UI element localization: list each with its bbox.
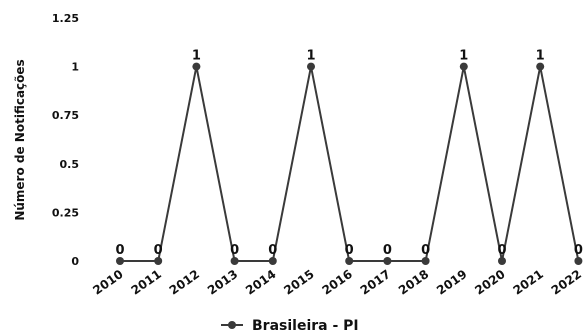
data-label: 1 (306, 49, 315, 64)
data-point (230, 257, 239, 265)
x-tick-label: 2019 (434, 267, 469, 298)
series-layer (116, 62, 583, 265)
data-point (383, 257, 392, 265)
data-point (536, 62, 545, 71)
x-tick-label: 2022 (549, 267, 583, 298)
data-point (192, 62, 201, 71)
data-point (498, 257, 506, 265)
data-label: 0 (497, 243, 506, 258)
x-tick-label: 2010 (90, 267, 125, 298)
y-tick-labels: 0 0.25 0.5 0.75 1 1.25 (52, 12, 79, 268)
y-axis-label: Número de Notificações (13, 59, 27, 220)
data-label: 0 (421, 243, 430, 258)
x-tick-label: 2020 (472, 267, 507, 298)
x-tick-label: 2017 (358, 267, 393, 298)
data-point (574, 257, 583, 265)
x-tick-labels: 2010 2011 2012 2013 2014 2015 2016 2017 2018 2019… (90, 267, 583, 298)
data-point (268, 257, 277, 265)
data-label: 1 (459, 49, 468, 64)
data-labels: 0 0 1 0 0 1 0 0 0 1 0 1 0 (115, 49, 582, 258)
data-label: 0 (574, 243, 583, 258)
legend-label: Brasileira - PI (252, 318, 359, 333)
y-tick-label: 0.5 (60, 158, 80, 171)
x-tick-label: 2011 (129, 267, 164, 298)
data-label: 0 (154, 243, 163, 258)
x-tick-label: 2018 (396, 267, 431, 298)
y-tick-label: 0.75 (52, 109, 79, 122)
data-point (421, 257, 430, 265)
x-tick-label: 2014 (243, 267, 278, 298)
data-label: 0 (115, 243, 124, 258)
legend-marker (228, 321, 236, 329)
data-point (154, 257, 163, 265)
x-tick-label: 2015 (281, 267, 316, 298)
y-tick-label: 1.25 (52, 12, 79, 25)
x-tick-label: 2013 (205, 267, 240, 298)
y-tick-label: 0 (71, 255, 79, 268)
data-point (307, 62, 315, 71)
data-label: 0 (383, 243, 392, 258)
data-label: 1 (192, 49, 201, 64)
series-line (120, 66, 580, 262)
data-label: 0 (230, 243, 239, 258)
data-label: 0 (268, 243, 277, 258)
data-label: 0 (345, 243, 354, 258)
y-tick-label: 1 (71, 61, 79, 74)
x-tick-label: 2021 (511, 267, 546, 298)
x-tick-label: 2012 (167, 267, 202, 298)
y-tick-label: 0.25 (52, 206, 79, 219)
data-point (116, 257, 124, 265)
data-label: 1 (536, 49, 545, 64)
data-point (459, 62, 468, 71)
x-tick-label: 2016 (320, 267, 355, 298)
legend: Brasileira - PI (221, 318, 359, 333)
data-point (345, 257, 354, 265)
